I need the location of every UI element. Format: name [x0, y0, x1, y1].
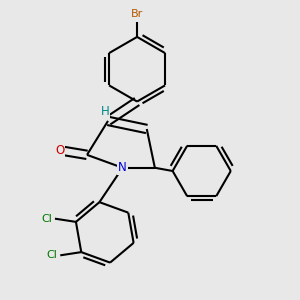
Text: N: N	[118, 161, 127, 174]
Text: O: O	[55, 143, 64, 157]
Text: Br: Br	[131, 9, 143, 19]
Text: Cl: Cl	[47, 250, 58, 260]
Text: Cl: Cl	[41, 214, 52, 224]
Text: H: H	[100, 105, 109, 118]
